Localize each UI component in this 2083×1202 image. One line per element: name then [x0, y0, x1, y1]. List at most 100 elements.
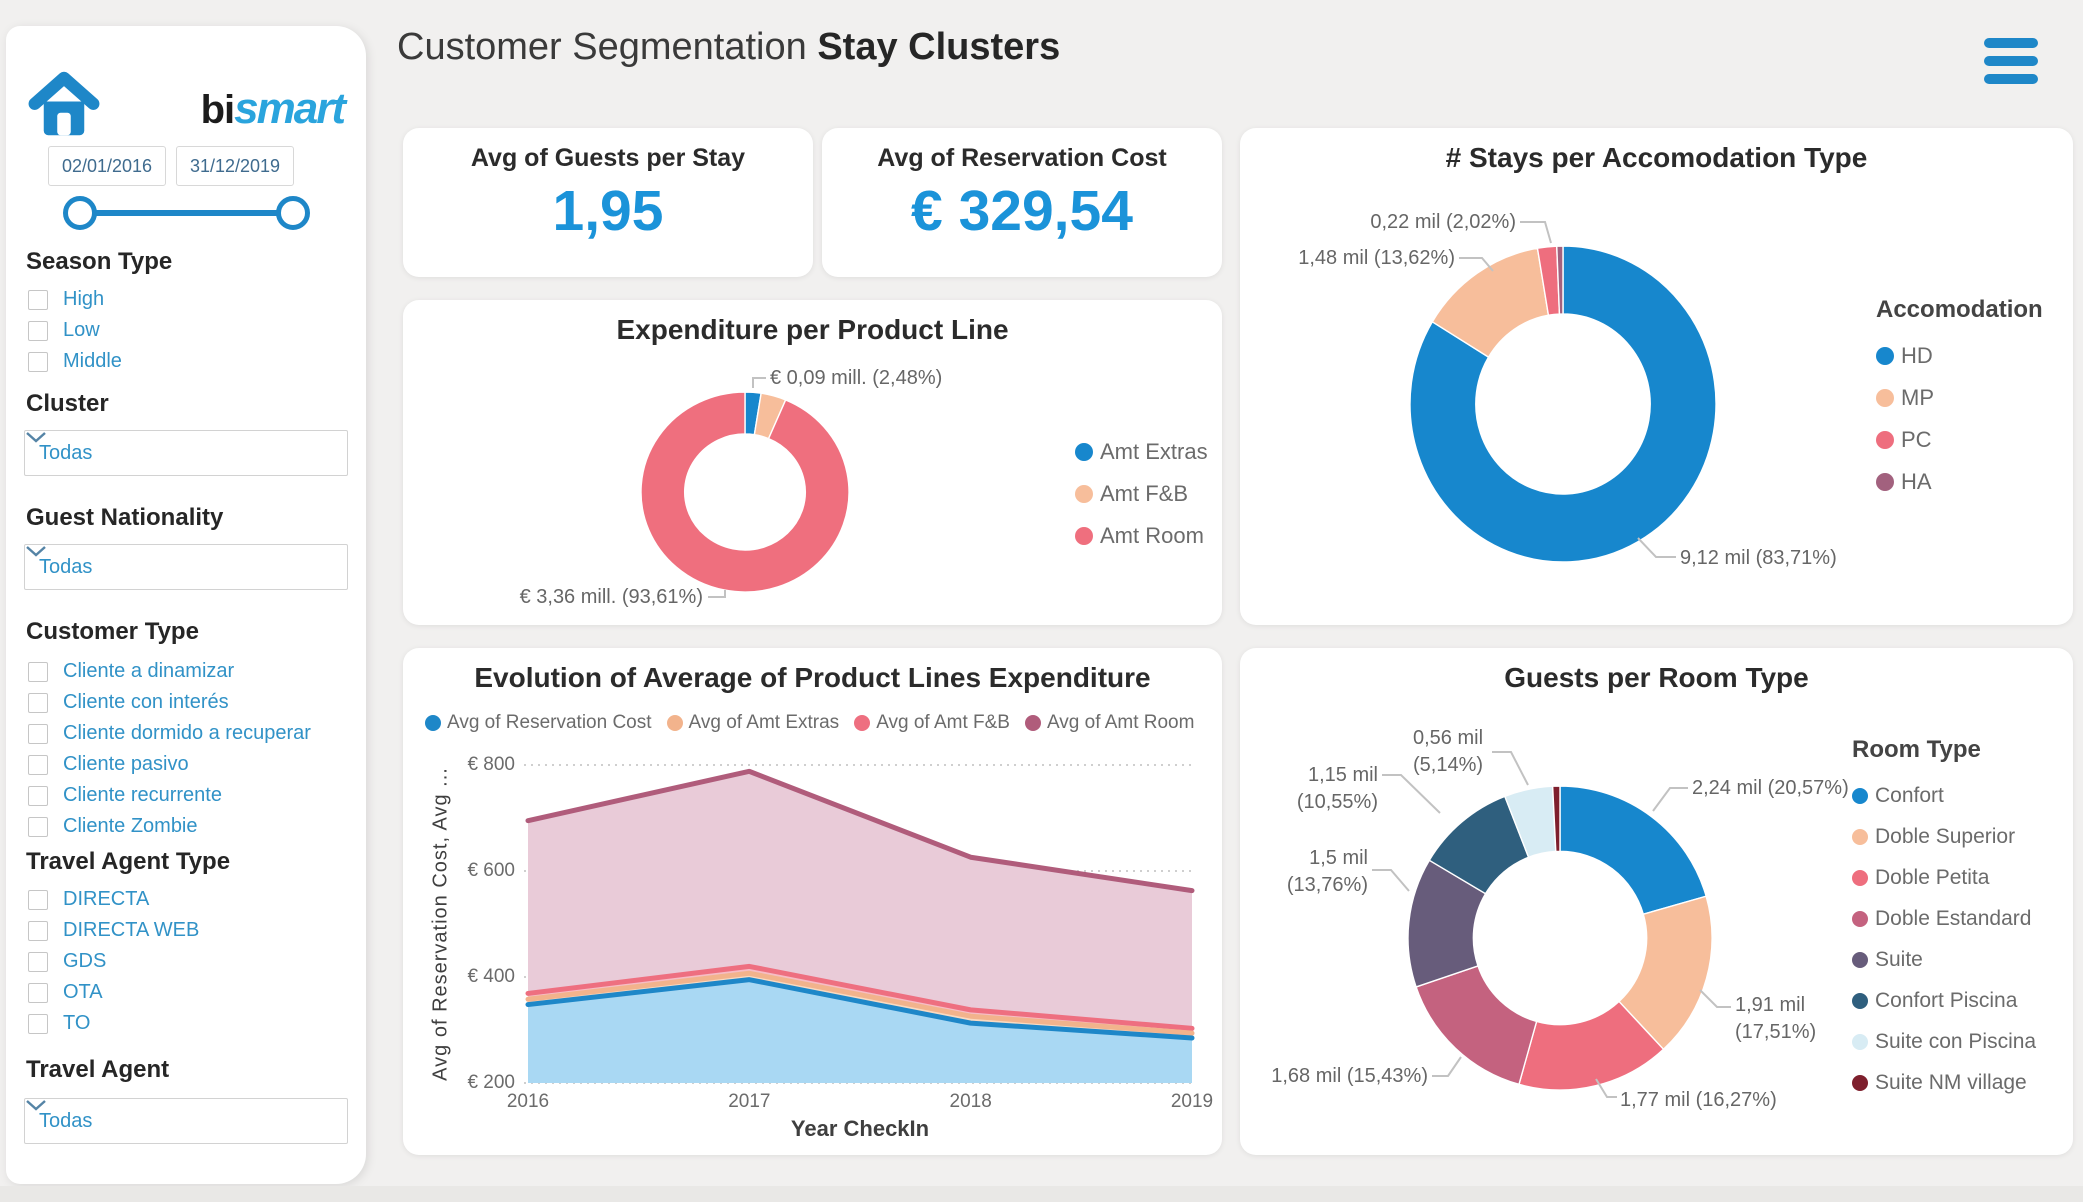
donut-slice-doble-estandard[interactable]	[1415, 965, 1538, 1086]
donut-slice-amt-room[interactable]	[640, 391, 850, 593]
checkbox-middle[interactable]	[28, 351, 48, 372]
legend-item-confort[interactable]: Confort	[1852, 784, 1944, 808]
checkbox-cliente-zombie[interactable]	[28, 816, 48, 837]
date-range-slider-track	[80, 210, 293, 216]
checkbox-cliente-a-dinamizar[interactable]	[28, 661, 48, 682]
legend-item-amt-f-b[interactable]: Amt F&B	[1075, 481, 1188, 507]
checkbox-label-ota[interactable]: OTA	[63, 981, 103, 1003]
chart-title: Expenditure per Product Line	[616, 314, 1009, 345]
travel-agent-heading: Travel Agent	[26, 1056, 170, 1083]
legend-item-avg-of-amt-room[interactable]: Avg of Amt Room	[1024, 712, 1194, 734]
checkbox-label-low[interactable]: Low	[63, 319, 100, 341]
checkbox-directa[interactable]	[28, 889, 48, 910]
cluster-heading: Cluster	[26, 390, 109, 417]
travel-agent-select[interactable]: Todas	[24, 1098, 348, 1144]
legend-dot-confort-piscina	[1852, 993, 1868, 1009]
checkbox-cliente-pasivo[interactable]	[28, 754, 48, 775]
bismart-logo: bismart	[201, 84, 346, 134]
legend-label: Confort Piscina	[1875, 989, 2018, 1012]
filter-sidebar: bismart 02/01/2016 31/12/2019 Season Typ…	[6, 26, 366, 1184]
area-line-avg-of-amt-extras[interactable]	[525, 970, 1195, 1036]
date-range-slider-handle-right[interactable]	[276, 196, 310, 230]
callout-leader-suite	[1372, 869, 1410, 892]
checkbox-cliente-dormido-a-recuperar[interactable]	[28, 723, 48, 744]
legend-label: Doble Estandard	[1875, 907, 2032, 930]
legend-label: Avg of Amt Extras	[688, 712, 840, 733]
legend-dot-doble-petita	[1852, 870, 1868, 886]
date-range-slider-handle-left[interactable]	[63, 196, 97, 230]
checkbox-label-cliente-pasivo[interactable]: Cliente pasivo	[63, 753, 189, 775]
legend-item-avg-of-amt-f-b[interactable]: Avg of Amt F&B	[854, 712, 1010, 734]
checkbox-label-cliente-a-dinamizar[interactable]: Cliente a dinamizar	[63, 660, 235, 682]
legend-dot-hd	[1876, 347, 1894, 365]
checkbox-label-cliente-dormido-a-recuperar[interactable]: Cliente dormido a recuperar	[63, 722, 311, 744]
legend-item-suite-con-piscina[interactable]: Suite con Piscina	[1852, 1030, 2036, 1054]
legend-dot-avg-of-amt-room	[1024, 715, 1041, 731]
y-tick-400: € 400	[467, 966, 515, 987]
legend-item-pc[interactable]: PC	[1876, 427, 1932, 453]
checkbox-label-cliente-con-inter-s[interactable]: Cliente con interés	[63, 691, 229, 713]
x-tick-2017: 2017	[728, 1091, 771, 1112]
legend-item-confort-piscina[interactable]: Confort Piscina	[1852, 989, 2017, 1013]
checkbox-label-high[interactable]: High	[63, 288, 105, 310]
legend-title: Accomodation	[1876, 296, 2043, 323]
checkbox-label-directa-web[interactable]: DIRECTA WEB	[63, 919, 200, 941]
legend-dot-amt-extras	[1075, 443, 1093, 461]
season-type-heading: Season Type	[26, 248, 173, 275]
checkbox-label-to[interactable]: TO	[63, 1012, 91, 1034]
checkbox-label-gds[interactable]: GDS	[63, 950, 107, 972]
chart-card-expenditure-per-product-line: Expenditure per Product Line € 0,09 mill…	[403, 300, 1222, 625]
guest-nationality-select[interactable]: Todas	[24, 544, 348, 590]
legend-item-avg-of-amt-extras[interactable]: Avg of Amt Extras	[666, 712, 840, 734]
checkbox-row-cliente-pasivo: Cliente pasivo	[28, 749, 356, 780]
legend-item-suite-nm-village[interactable]: Suite NM village	[1852, 1071, 2027, 1095]
donut-slice-ha[interactable]	[1556, 245, 1564, 315]
area-line-avg-of-amt-f-b[interactable]	[525, 963, 1195, 1031]
donut-slice-suite-nm-village[interactable]	[1551, 785, 1561, 853]
legend-item-avg-of-reservation-cost[interactable]: Avg of Reservation Cost	[425, 712, 652, 734]
checkbox-low[interactable]	[28, 320, 48, 341]
legend-label: Avg of Reservation Cost	[447, 712, 652, 733]
checkbox-to[interactable]	[28, 1013, 48, 1034]
checkbox-high[interactable]	[28, 289, 48, 310]
donut-slice-hd[interactable]	[1409, 245, 1717, 563]
legend-label: Suite con Piscina	[1875, 1030, 2037, 1053]
legend-item-mp[interactable]: MP	[1876, 385, 1934, 411]
legend-item-doble-petita[interactable]: Doble Petita	[1852, 866, 1989, 890]
legend-label: Amt F&B	[1100, 481, 1189, 506]
area-line-avg-of-amt-room[interactable]	[525, 768, 1195, 894]
checkbox-cliente-con-inter-s[interactable]	[28, 692, 48, 713]
legend-item-doble-superior[interactable]: Doble Superior	[1852, 825, 2015, 849]
date-from-input[interactable]: 02/01/2016	[48, 146, 166, 186]
checkbox-label-middle[interactable]: Middle	[63, 350, 122, 372]
callout-label-pc: 0,22 mil (2,02%)	[1370, 211, 1516, 233]
legend-dot-suite	[1852, 952, 1868, 968]
legend-item-suite[interactable]: Suite	[1852, 948, 1923, 972]
legend-dot-amt-f-b	[1075, 485, 1093, 503]
callout-label-suite: 1,5 mil (13,76%)	[1286, 847, 1368, 896]
legend-item-ha[interactable]: HA	[1876, 469, 1932, 495]
donut-slice-confort[interactable]	[1559, 785, 1708, 916]
checkbox-directa-web[interactable]	[28, 920, 48, 941]
legend-item-amt-room[interactable]: Amt Room	[1075, 523, 1204, 549]
cluster-select[interactable]: Todas	[24, 430, 348, 476]
checkbox-label-directa[interactable]: DIRECTA	[63, 888, 150, 910]
date-to-input[interactable]: 31/12/2019	[176, 146, 294, 186]
checkbox-ota[interactable]	[28, 982, 48, 1003]
checkbox-label-cliente-zombie[interactable]: Cliente Zombie	[63, 815, 198, 837]
legend-dot-doble-estandard	[1852, 911, 1868, 927]
page-title: Customer Segmentation Stay Clusters	[397, 26, 1060, 69]
checkbox-gds[interactable]	[28, 951, 48, 972]
legend-label: Doble Petita	[1875, 866, 1990, 889]
home-icon[interactable]	[28, 70, 100, 142]
checkbox-cliente-recurrente[interactable]	[28, 785, 48, 806]
legend-item-hd[interactable]: HD	[1876, 343, 1933, 369]
kpi-value: 1,95	[552, 179, 664, 243]
checkbox-label-cliente-recurrente[interactable]: Cliente recurrente	[63, 784, 222, 806]
legend-label: Suite	[1875, 948, 1923, 971]
checkbox-row-ota: OTA	[28, 977, 356, 1008]
legend-item-amt-extras[interactable]: Amt Extras	[1075, 439, 1208, 465]
legend-item-doble-estandard[interactable]: Doble Estandard	[1852, 907, 2031, 931]
area-line-avg-of-reservation-cost[interactable]	[525, 977, 1195, 1041]
menu-icon[interactable]	[1984, 38, 2038, 92]
